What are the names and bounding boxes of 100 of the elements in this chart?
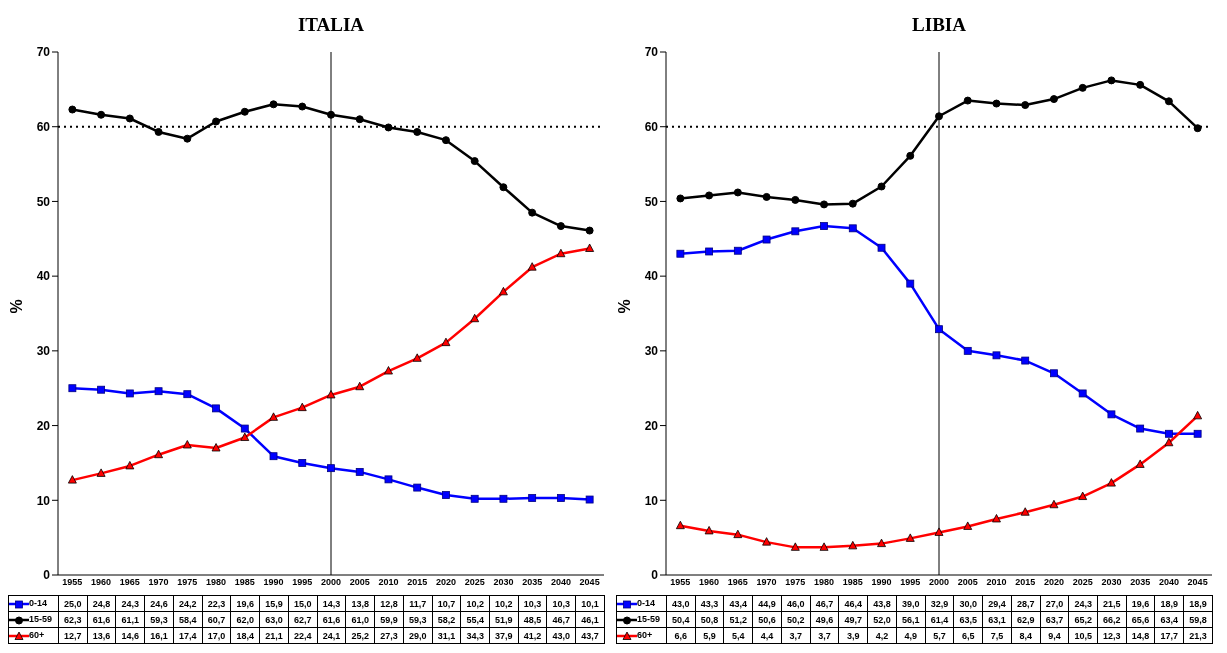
point xyxy=(791,227,800,236)
data-label: 3,7 xyxy=(810,627,839,644)
data-label: 5,7 xyxy=(925,627,954,644)
point xyxy=(1078,491,1088,500)
y-tick-label: 0 xyxy=(43,568,51,583)
point xyxy=(499,494,508,503)
point xyxy=(877,243,886,252)
point xyxy=(906,279,915,288)
x-tick-label: 1960 xyxy=(699,577,720,588)
point xyxy=(585,495,594,504)
data-label: 24,8 xyxy=(87,595,116,612)
point xyxy=(413,483,422,492)
point xyxy=(470,313,480,323)
y-tick-label: 40 xyxy=(36,269,51,284)
x-tick-label: 2030 xyxy=(493,577,514,588)
point xyxy=(240,432,250,441)
x-tick-label: 1980 xyxy=(206,577,227,588)
point xyxy=(963,346,972,355)
data-label: 39,0 xyxy=(896,595,926,612)
data-label: 37,9 xyxy=(489,627,519,644)
data-label: 10,3 xyxy=(546,595,576,612)
data-label: 58,4 xyxy=(173,611,203,628)
data-label: 32,9 xyxy=(925,595,954,612)
data-label: 15,9 xyxy=(259,595,289,612)
x-tick-label: 1990 xyxy=(871,577,892,588)
data-label: 24,1 xyxy=(317,627,346,644)
point xyxy=(1193,429,1202,438)
data-label: 12,3 xyxy=(1097,627,1127,644)
point xyxy=(1136,424,1145,433)
data-label: 43,3 xyxy=(695,595,724,612)
data-label: 17,4 xyxy=(173,627,203,644)
data-label: 12,7 xyxy=(58,627,88,644)
x-tick-label: 2045 xyxy=(579,577,600,588)
data-label: 59,9 xyxy=(374,611,404,628)
point xyxy=(441,136,450,145)
data-label: 5,9 xyxy=(695,627,724,644)
data-label: 3,7 xyxy=(781,627,811,644)
point xyxy=(1078,389,1087,398)
point xyxy=(762,235,771,244)
point xyxy=(125,461,135,470)
x-tick-label: 2020 xyxy=(435,577,456,588)
x-tick-label: 1975 xyxy=(785,577,806,588)
data-label: 8,4 xyxy=(1011,627,1041,644)
x-tick-label: 2015 xyxy=(407,577,428,588)
data-label: 19,6 xyxy=(230,595,260,612)
point xyxy=(676,194,685,203)
y-tick-label: 30 xyxy=(644,344,659,359)
data-label: 14,3 xyxy=(317,595,346,612)
data-label: 61,6 xyxy=(87,611,116,628)
y-tick-label: 60 xyxy=(36,119,51,134)
data-label: 34,3 xyxy=(460,627,490,644)
data-label: 60,7 xyxy=(202,611,231,628)
x-tick-label: 1965 xyxy=(119,577,140,588)
y-tick-label: 0 xyxy=(651,568,659,583)
x-tick-label: 2035 xyxy=(1130,577,1151,588)
point xyxy=(269,412,278,421)
data-label: 6,5 xyxy=(953,627,983,644)
data-label: 43,0 xyxy=(546,627,576,644)
data-label: 50,8 xyxy=(695,611,724,628)
data-label: 13,8 xyxy=(345,595,375,612)
data-label: 65,2 xyxy=(1068,611,1098,628)
point xyxy=(762,537,771,546)
chart-title: ITALIA xyxy=(296,14,366,36)
point xyxy=(154,387,163,396)
point xyxy=(1078,83,1087,92)
data-label: 58,2 xyxy=(432,611,461,628)
point xyxy=(819,542,829,551)
point xyxy=(906,151,915,160)
point xyxy=(848,540,858,550)
x-tick-label: 2040 xyxy=(1158,577,1179,588)
data-label: 18,9 xyxy=(1183,595,1213,612)
x-tick-label: 1995 xyxy=(292,577,313,588)
data-label: 4,2 xyxy=(867,627,897,644)
data-label: 63,1 xyxy=(982,611,1012,628)
data-label: 52,0 xyxy=(867,611,897,628)
point xyxy=(269,452,278,461)
point xyxy=(441,337,451,347)
point xyxy=(1020,507,1030,516)
data-label: 62,0 xyxy=(230,611,260,628)
data-label: 24,3 xyxy=(1068,595,1098,612)
data-label: 59,3 xyxy=(403,611,433,628)
point xyxy=(705,191,714,200)
data-label: 62,7 xyxy=(288,611,318,628)
point xyxy=(355,381,365,391)
data-label: 17,0 xyxy=(202,627,231,644)
point xyxy=(733,246,742,255)
legend-label: 60+ xyxy=(637,630,653,641)
data-label: 55,4 xyxy=(460,611,490,628)
point xyxy=(905,533,915,542)
y-axis-title: % xyxy=(7,299,25,314)
y-tick-label: 50 xyxy=(644,194,659,209)
point xyxy=(762,192,771,201)
y-tick-label: 60 xyxy=(644,119,659,134)
point xyxy=(585,243,595,252)
data-label: 30,0 xyxy=(953,595,983,612)
point xyxy=(470,157,479,166)
data-label: 59,3 xyxy=(144,611,174,628)
data-label: 50,6 xyxy=(752,611,782,628)
data-label: 50,4 xyxy=(666,611,696,628)
data-label: 13,6 xyxy=(87,627,116,644)
